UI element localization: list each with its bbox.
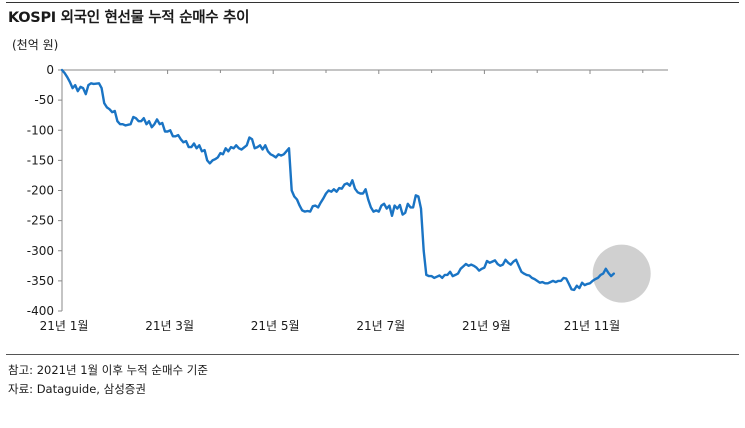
x-tick-label: 21년 5월 <box>251 319 300 333</box>
y-tick-label: -50 <box>34 93 54 107</box>
x-tick-label: 21년 9월 <box>462 319 511 333</box>
y-tick-label: 0 <box>46 63 54 77</box>
x-tick-label: 21년 3월 <box>145 319 194 333</box>
bottom-rule <box>6 354 739 355</box>
footnote: 참고: 2021년 1월 이후 누적 순매수 기준 <box>8 363 208 377</box>
x-tick-label: 21년 7월 <box>356 319 405 333</box>
y-tick-label: -200 <box>27 184 54 198</box>
x-tick-label: 21년 1월 <box>40 319 89 333</box>
series-line <box>60 68 615 292</box>
top-rule <box>6 2 739 3</box>
chart-title: KOSPI 외국인 현선물 누적 순매수 추이 <box>8 10 250 26</box>
y-tick-label: -300 <box>27 244 54 258</box>
y-tick-label: -250 <box>27 214 54 228</box>
axes-layer <box>58 69 668 312</box>
x-tick-label: 21년 11월 <box>564 319 620 333</box>
highlight-layer <box>592 244 651 303</box>
source-note: 자료: Dataguide, 삼성증권 <box>8 382 146 396</box>
y-tick-label: -100 <box>27 123 54 137</box>
y-tick-label: -350 <box>27 274 54 288</box>
series-layer <box>60 68 615 292</box>
y-tick-label: -400 <box>27 304 54 318</box>
highlight-circle <box>592 244 651 303</box>
y-axis-unit-label: (천억 원) <box>12 38 59 52</box>
y-tick-label: -150 <box>27 153 54 167</box>
